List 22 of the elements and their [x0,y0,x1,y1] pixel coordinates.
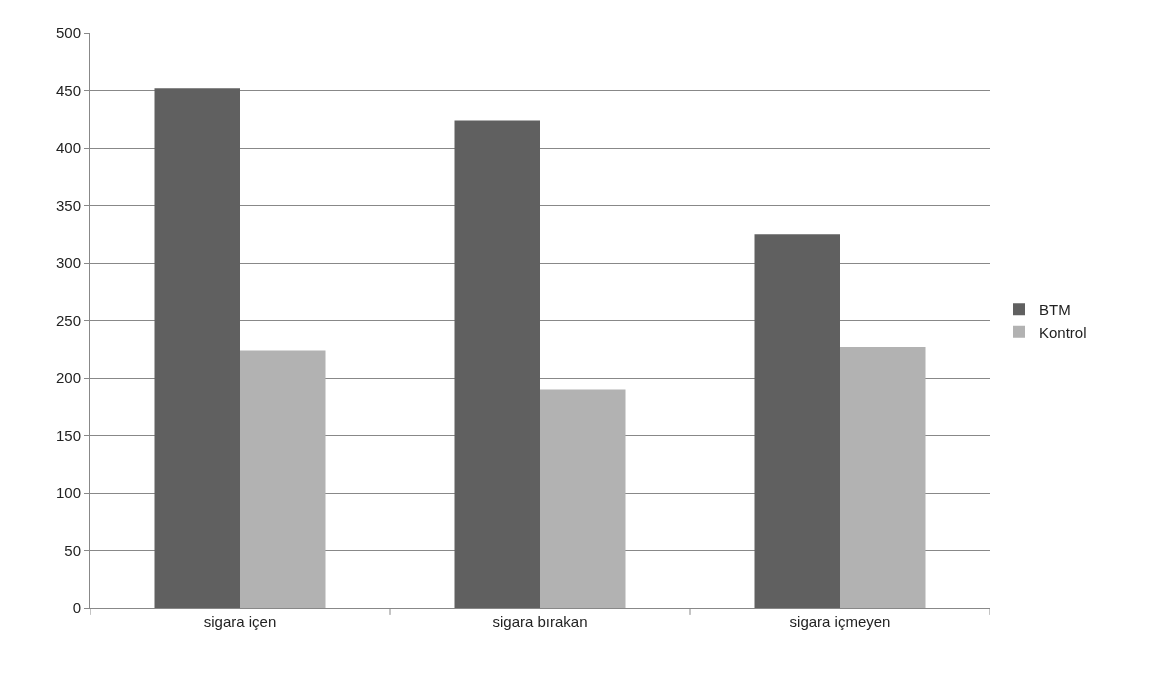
y-tick-label: 500 [55,24,81,42]
y-tick-label: 100 [55,484,81,502]
y-tick-label: 250 [55,311,81,329]
y-tick-label: 300 [55,254,81,272]
y-tick-label: 400 [55,139,81,157]
y-tick-label: 150 [55,426,81,444]
y-tick-label: 450 [55,81,81,99]
bar [240,350,326,608]
bar [840,346,926,608]
x-tick-label: sigara içmeyen [789,613,891,630]
bar [154,88,240,608]
legend-label: BTM [1039,301,1071,319]
y-tick-label: 200 [55,369,81,387]
x-tick-label: sigara içen [203,613,277,630]
bar [754,234,840,608]
bar [454,120,540,608]
y-tick-label: 0 [72,599,81,617]
y-tick-label: 350 [55,196,81,214]
y-tick-label: 50 [64,541,81,559]
bar [540,389,626,608]
x-tick-label: sigara bırakan [492,613,588,630]
legend-label: Kontrol [1039,323,1087,341]
